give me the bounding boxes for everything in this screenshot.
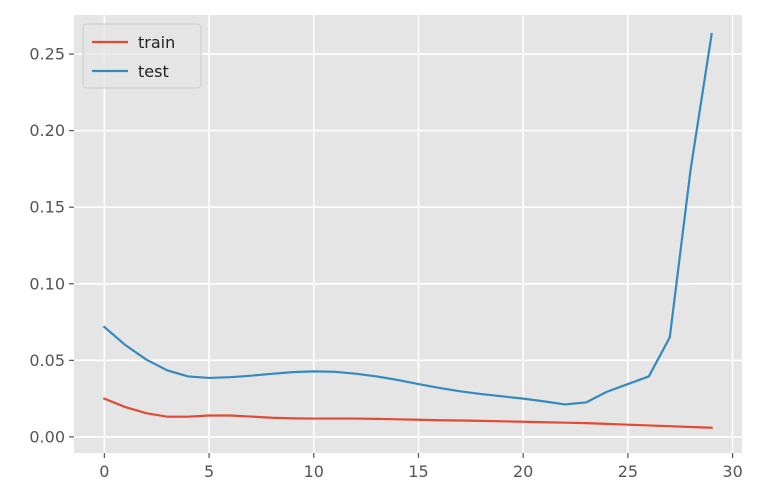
legend-label-test: test xyxy=(138,62,169,81)
x-tick-label: 5 xyxy=(204,462,214,481)
y-tick-label: 0.05 xyxy=(29,351,65,370)
series-line-test xyxy=(102,32,713,406)
legend: train test xyxy=(82,23,202,89)
legend-label-train: train xyxy=(138,33,175,52)
gridlines xyxy=(74,15,742,453)
x-tick-label: 15 xyxy=(408,462,428,481)
y-tick-label: 0.10 xyxy=(29,274,65,293)
x-tick-label: 25 xyxy=(618,462,638,481)
y-tick-label: 0.20 xyxy=(29,121,65,140)
series-lines xyxy=(102,32,713,429)
y-tick-label: 0.00 xyxy=(29,427,65,446)
x-tick-label: 30 xyxy=(722,462,742,481)
x-tick-label: 0 xyxy=(99,462,109,481)
x-tick-label: 10 xyxy=(304,462,324,481)
x-tick-label: 20 xyxy=(513,462,533,481)
y-tick-label: 0.15 xyxy=(29,198,65,217)
axis-ticks: 0 5 10 15 20 25 30 0.00 0.05 0.10 0.15 0.20 0.25 xyxy=(29,45,742,481)
series-line-train xyxy=(102,397,713,429)
y-tick-label: 0.25 xyxy=(29,45,65,64)
